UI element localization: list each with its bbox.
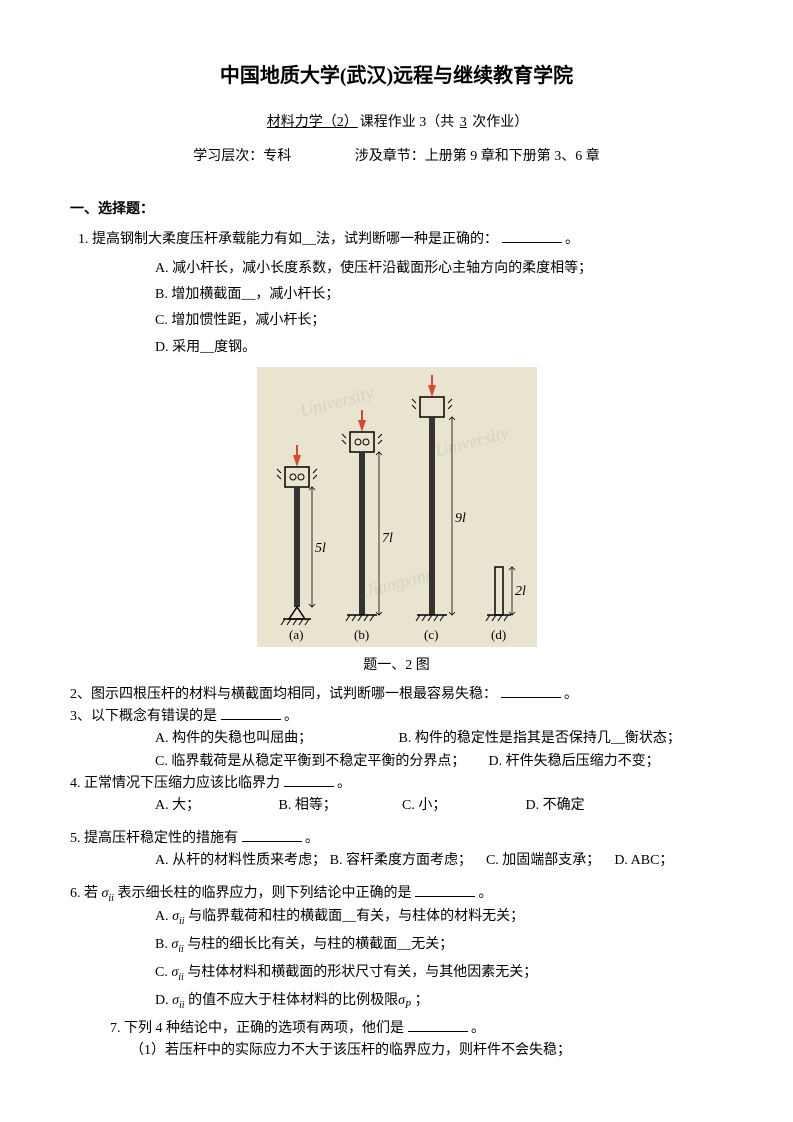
q6-a-text: 与临界载荷和柱的横截面__有关，与柱体的材料无关； bbox=[185, 909, 525, 924]
section-1-header: 一、选择题： bbox=[70, 199, 723, 221]
q6-d-pre: 的值不应大于柱体材料的比例极限 bbox=[185, 993, 399, 1008]
q3-opts-row2: C. 临界载荷是从稳定平衡到不稳定平衡的分界点； D. 杆件失稳后压缩力不变； bbox=[70, 751, 723, 773]
q6-d-post: ； bbox=[411, 993, 429, 1008]
q6-post: 表示细长柱的临界应力，则下列结论中正确的是 bbox=[117, 886, 411, 901]
q6-pre: 6. 若 bbox=[70, 886, 102, 901]
q6-d-label: D. bbox=[155, 993, 172, 1008]
svg-text:2l: 2l bbox=[515, 584, 526, 599]
q3-opt-b: B. 构件的稳定性是指其是否保持几__衡状态； bbox=[399, 728, 681, 750]
subtitle-row: 材料力学（2）课程作业 3（共 3 次作业） bbox=[70, 112, 723, 134]
question-3: 3、以下概念有错误的是 。 bbox=[70, 706, 723, 728]
assignment-label: 课程作业 3（共 bbox=[360, 115, 455, 130]
sigma-d: σii bbox=[172, 993, 184, 1008]
sigma-symbol: σii bbox=[102, 886, 114, 901]
svg-text:5l: 5l bbox=[315, 541, 326, 556]
q6-opt-a: A. σii 与临界载荷和柱的横截面__有关，与柱体的材料无关； bbox=[70, 906, 723, 930]
figure-caption: 题一、2 图 bbox=[70, 655, 723, 677]
svg-text:(c): (c) bbox=[424, 627, 438, 642]
question-7: 7. 下列 4 种结论中，正确的选项有两项，他们是 。 bbox=[70, 1018, 723, 1040]
q3-opts-row1: A. 构件的失稳也叫屈曲； B. 构件的稳定性是指其是否保持几__衡状态； bbox=[70, 728, 723, 750]
sigma-c: σii bbox=[171, 965, 183, 980]
q6-opt-b: B. σii 与柱的细长比有关，与柱的横截面__无关； bbox=[70, 934, 723, 958]
q5-text: 5. 提高压杆稳定性的措施有 bbox=[70, 831, 238, 846]
svg-text:7l: 7l bbox=[382, 531, 393, 546]
svg-text:(b): (b) bbox=[354, 627, 369, 642]
q5-blank bbox=[242, 828, 302, 842]
q1-text: 提高钢制大柔度压杆承载能力有如__法，试判断哪一种是正确的： bbox=[92, 232, 498, 247]
assignment-count: 3 bbox=[458, 115, 469, 130]
column-diagram: University University Jiangxing 5l (a) bbox=[257, 367, 537, 647]
q3-opt-d: D. 杆件失稳后压缩力不变； bbox=[489, 751, 660, 773]
q3-text: 3、以下概念有错误的是 bbox=[70, 709, 217, 724]
svg-text:(d): (d) bbox=[491, 627, 506, 642]
q6-opt-d: D. σii 的值不应大于柱体材料的比例极限σP ； bbox=[70, 990, 723, 1014]
q5-opt-d: D. ABC； bbox=[614, 853, 673, 868]
info-row: 学习层次：专科 涉及章节：上册第 9 章和下册第 3、6 章 bbox=[70, 146, 723, 168]
q7-sub1: （1）若压杆中的实际应力不大于该压杆的临界应力，则杆件不会失稳； bbox=[70, 1040, 723, 1062]
q4-opt-d: D. 不确定 bbox=[526, 795, 646, 817]
q3-blank bbox=[221, 706, 281, 720]
q4-text: 4. 正常情况下压缩力应该比临界力 bbox=[70, 776, 280, 791]
q6-c-label: C. bbox=[155, 965, 171, 980]
q1-opt-d: D. 采用__度钢。 bbox=[70, 337, 723, 359]
q1-num: 1. bbox=[78, 232, 89, 247]
svg-text:(a): (a) bbox=[289, 627, 303, 642]
q3-opt-c: C. 临界载荷是从稳定平衡到不稳定平衡的分界点； bbox=[155, 751, 485, 773]
q3-opt-a: A. 构件的失稳也叫屈曲； bbox=[155, 728, 395, 750]
q6-a-label: A. bbox=[155, 909, 172, 924]
q2-blank bbox=[501, 684, 561, 698]
q5-opt-b: B. 容杆柔度方面考虑； bbox=[330, 853, 472, 868]
q6-b-label: B. bbox=[155, 937, 171, 952]
question-1: 1. 提高钢制大柔度压杆承载能力有如__法，试判断哪一种是正确的： 。 bbox=[70, 229, 723, 251]
q7-text: 7. 下列 4 种结论中，正确的选项有两项，他们是 bbox=[110, 1021, 404, 1036]
svg-text:9l: 9l bbox=[455, 511, 466, 526]
q6-opt-c: C. σii 与柱体材料和横截面的形状尺寸有关，与其他因素无关； bbox=[70, 962, 723, 986]
q1-end: 。 bbox=[565, 232, 579, 247]
q1-opt-a: A. 减小杆长，减小长度系数，使压杆沿截面形心主轴方向的柔度相等； bbox=[70, 258, 723, 280]
sigma-b: σii bbox=[171, 937, 183, 952]
question-6: 6. 若 σii 表示细长柱的临界应力，则下列结论中正确的是 。 bbox=[70, 883, 723, 907]
q4-opts: A. 大； B. 相等； C. 小； D. 不确定 bbox=[70, 795, 723, 817]
q2-text: 2、图示四根压杆的材料与横截面均相同，试判断哪一根最容易失稳： bbox=[70, 687, 497, 702]
assignment-suffix: 次作业） bbox=[472, 115, 528, 130]
page-title: 中国地质大学(武汉)远程与继续教育学院 bbox=[70, 60, 723, 92]
q5-opt-c: C. 加固端部支承； bbox=[486, 853, 600, 868]
q4-opt-b: B. 相等； bbox=[279, 795, 399, 817]
chapters-label: 涉及章节：上册第 9 章和下册第 3、6 章 bbox=[355, 146, 600, 168]
q1-blank bbox=[502, 229, 562, 243]
q6-c-text: 与柱体材料和横截面的形状尺寸有关，与其他因素无关； bbox=[184, 965, 538, 980]
question-5: 5. 提高压杆稳定性的措施有 。 bbox=[70, 828, 723, 850]
q1-opt-b: B. 增加横截面__，减小杆长； bbox=[70, 284, 723, 306]
question-2: 2、图示四根压杆的材料与横截面均相同，试判断哪一根最容易失稳： 。 bbox=[70, 684, 723, 706]
question-4: 4. 正常情况下压缩力应该比临界力 。 bbox=[70, 773, 723, 795]
q6-blank bbox=[415, 883, 475, 897]
level-label: 学习层次：专科 bbox=[193, 146, 291, 168]
q4-blank bbox=[284, 773, 334, 787]
q5-opt-a: A. 从杆的材料性质来考虑； bbox=[155, 853, 326, 868]
q4-opt-a: A. 大； bbox=[155, 795, 275, 817]
q5-opts: A. 从杆的材料性质来考虑； B. 容杆柔度方面考虑； C. 加固端部支承； D… bbox=[70, 850, 723, 872]
figure-1-2: University University Jiangxing 5l (a) bbox=[70, 367, 723, 647]
course-name: 材料力学（2） bbox=[265, 115, 360, 130]
q1-opt-c: C. 增加惯性距，减小杆长； bbox=[70, 310, 723, 332]
sigma-p: σP bbox=[398, 993, 411, 1008]
q4-opt-c: C. 小； bbox=[402, 795, 522, 817]
q6-b-text: 与柱的细长比有关，与柱的横截面__无关； bbox=[184, 937, 454, 952]
sigma-a: σii bbox=[172, 909, 184, 924]
q7-blank bbox=[408, 1018, 468, 1032]
